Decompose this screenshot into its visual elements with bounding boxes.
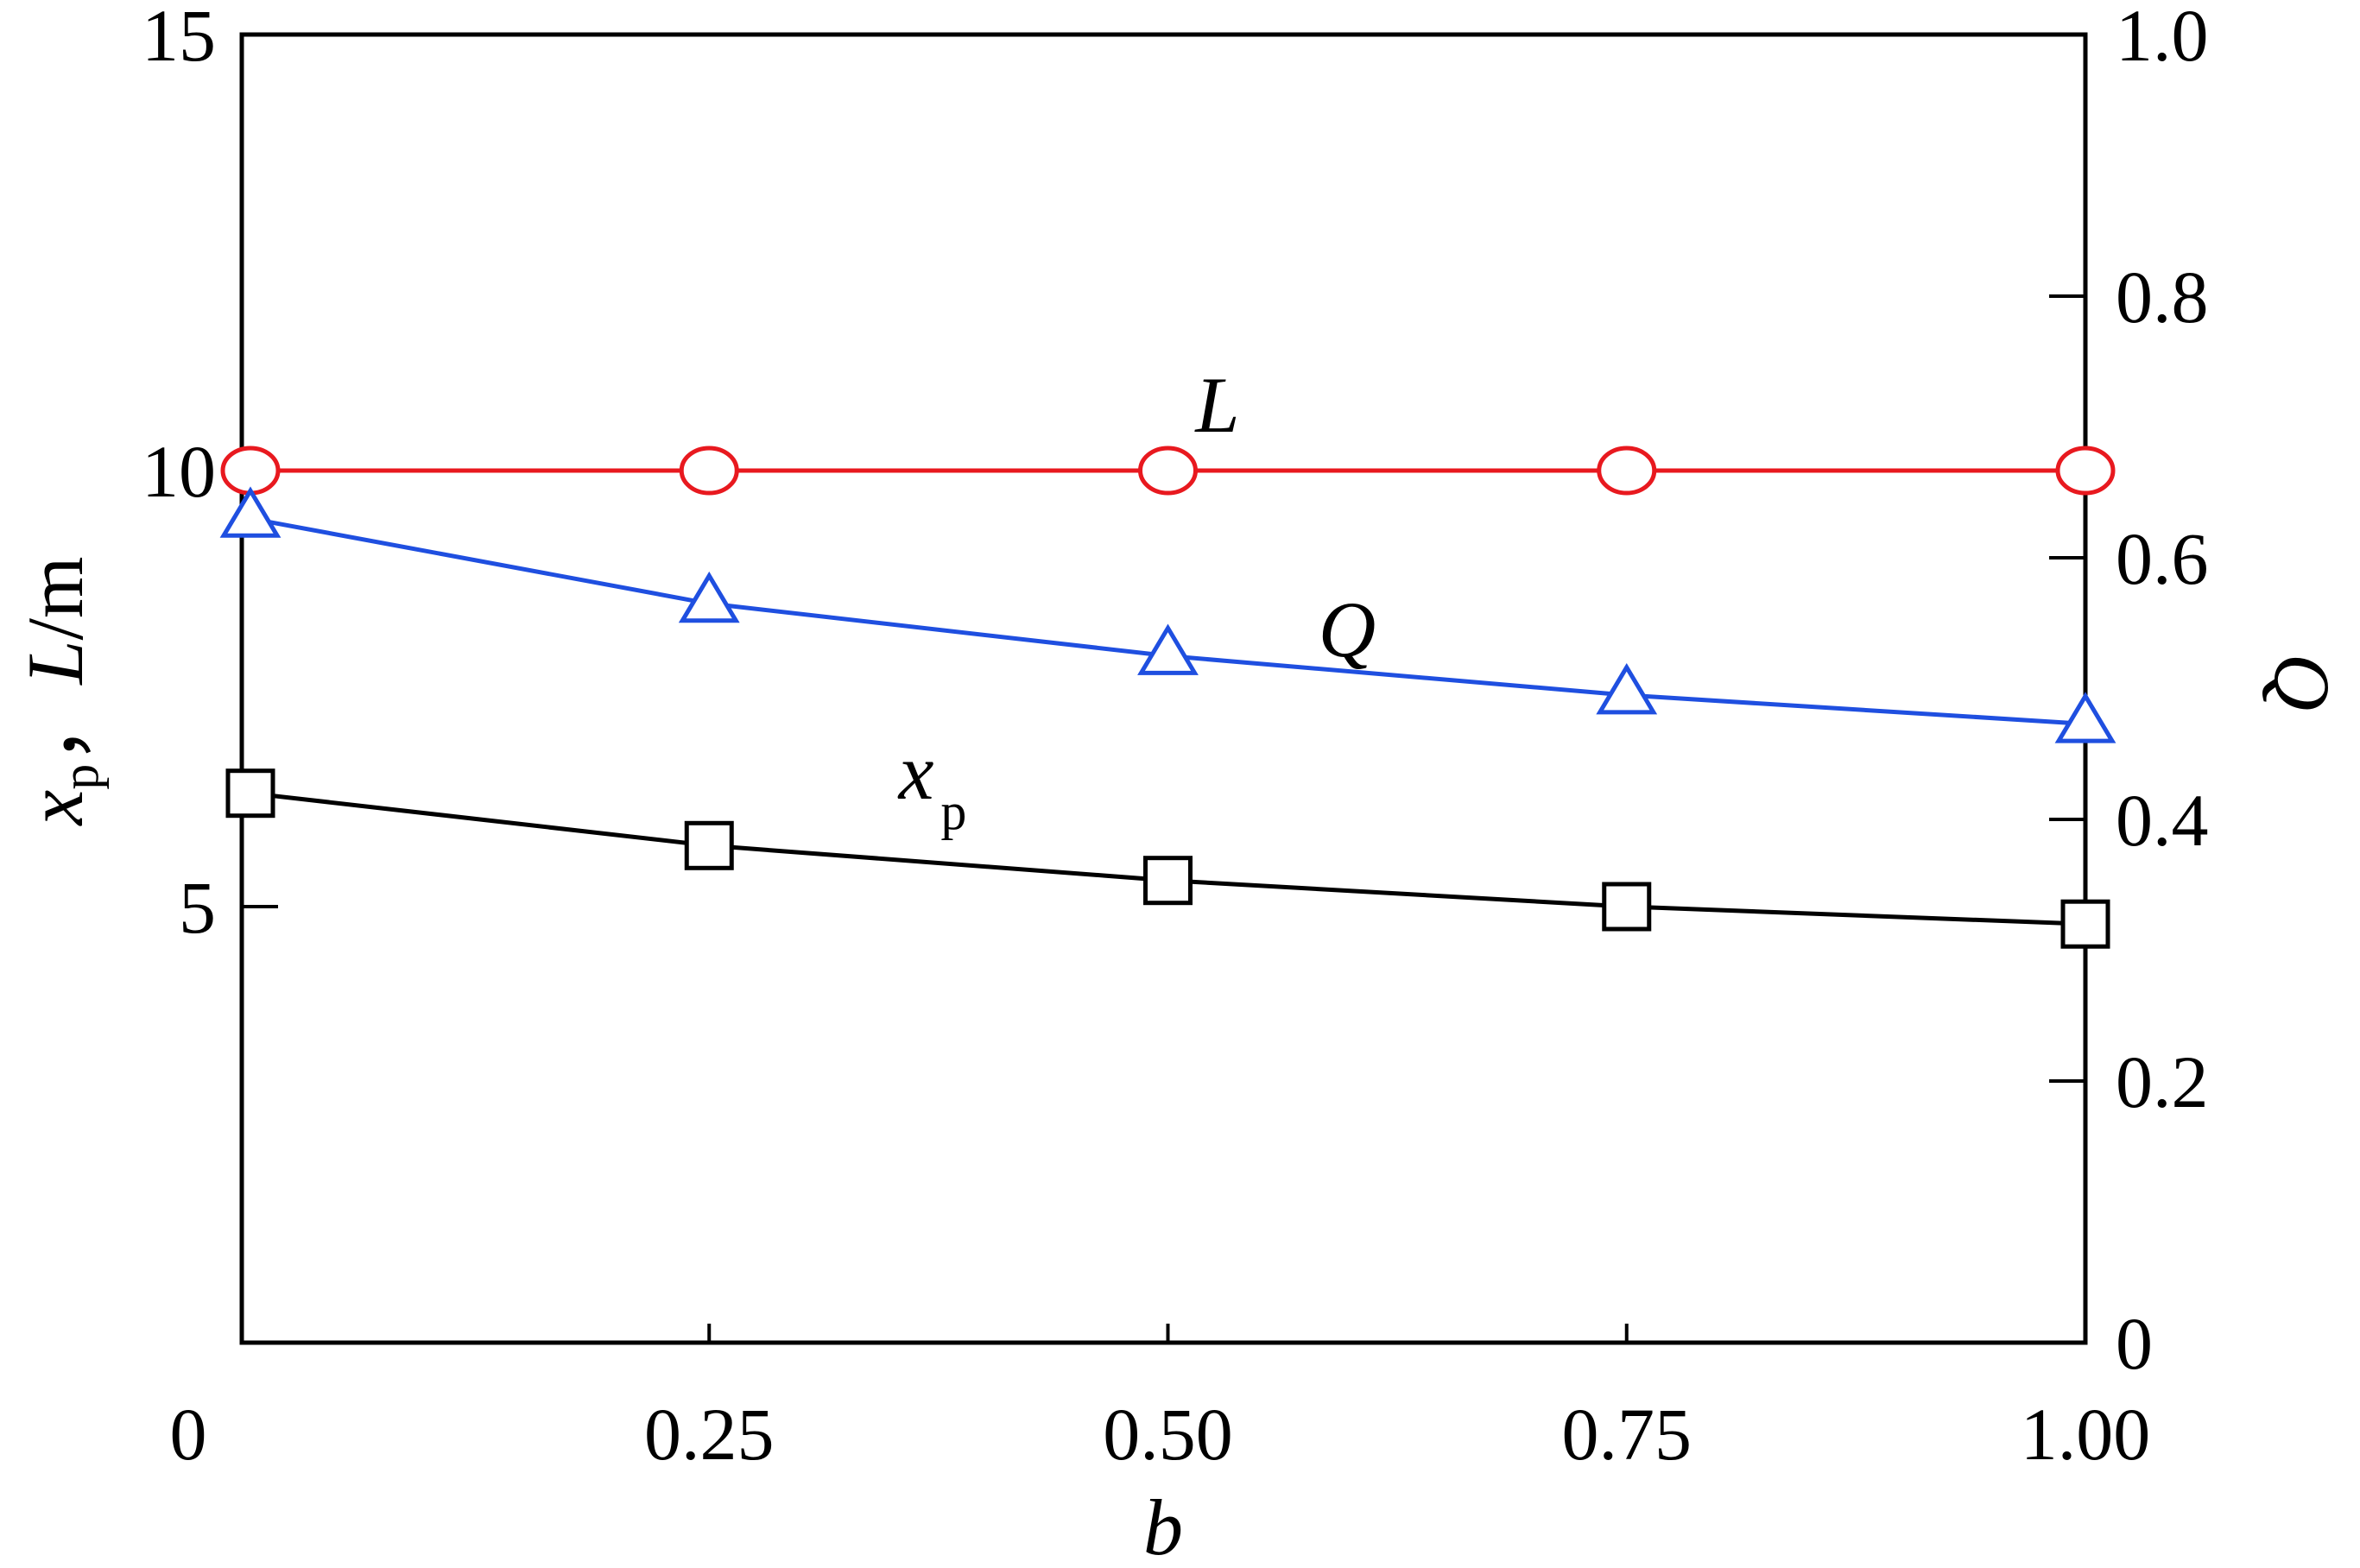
right-tick-label: 0.2 xyxy=(2116,1040,2209,1123)
circle-marker xyxy=(1599,448,1655,493)
circle-marker xyxy=(2058,448,2113,493)
left-tick-label: 5 xyxy=(179,866,216,949)
series-label-xp-sub: p xyxy=(940,783,966,840)
square-marker xyxy=(1146,858,1191,903)
triangle-marker xyxy=(2059,696,2112,741)
x-tick-label: 0.25 xyxy=(644,1393,775,1476)
square-marker xyxy=(1604,884,1649,929)
circle-marker xyxy=(223,448,278,493)
left-tick-label: 10 xyxy=(142,430,216,513)
right-axis-ticks: 0 0.2 0.4 0.6 0.8 1.0 xyxy=(2049,0,2209,1385)
right-tick-label: 1.0 xyxy=(2116,0,2209,77)
right-tick-label: 0 xyxy=(2116,1302,2153,1385)
left-axis-label-unit: /m xyxy=(11,556,99,640)
line-chart: 0 0.25 0.50 0.75 1.00 5 10 15 0 0.2 0.4 0.6 0.8 1.0… xyxy=(0,0,2360,1564)
x-tick-label: 1.00 xyxy=(2021,1393,2151,1476)
square-marker xyxy=(228,771,273,816)
chart-container: 0 0.25 0.50 0.75 1.00 5 10 15 0 0.2 0.4 0.6 0.8 1.0… xyxy=(0,0,2360,1564)
series-label-L: L xyxy=(1193,361,1239,449)
left-axis-label: xp，L/m xyxy=(11,556,109,826)
right-tick-label: 0.6 xyxy=(2116,517,2209,600)
left-axis-label-L: L xyxy=(11,641,99,686)
series-label-xp-main: x xyxy=(897,728,934,816)
left-axis-label-comma: ， xyxy=(11,685,99,764)
triangle-marker xyxy=(1600,667,1654,712)
right-tick-label: 0.4 xyxy=(2116,779,2209,862)
right-tick-label: 0.8 xyxy=(2116,256,2209,338)
left-axis-label-sub: p xyxy=(52,764,109,790)
left-tick-label: 15 xyxy=(142,0,216,77)
x-axis-ticks: 0 0.25 0.50 0.75 1.00 xyxy=(170,1324,2151,1476)
plot-frame xyxy=(242,35,2085,1343)
x-tick-label: 0.50 xyxy=(1103,1393,1233,1476)
x-tick-label: 0.75 xyxy=(1562,1393,1692,1476)
triangle-marker xyxy=(224,490,277,535)
left-axis-label-x: x xyxy=(11,790,99,827)
x-axis-label: b xyxy=(1143,1483,1183,1564)
series-line-1 xyxy=(250,519,2085,724)
circle-marker xyxy=(681,448,737,493)
series-label-Q: Q xyxy=(1319,585,1376,673)
series-layer xyxy=(223,448,2113,946)
x-tick-label: 0 xyxy=(170,1393,207,1476)
right-axis-label: Q xyxy=(2258,654,2346,711)
square-marker xyxy=(2063,901,2108,946)
square-marker xyxy=(686,823,731,868)
triangle-marker xyxy=(1142,628,1195,673)
circle-marker xyxy=(1141,448,1196,493)
